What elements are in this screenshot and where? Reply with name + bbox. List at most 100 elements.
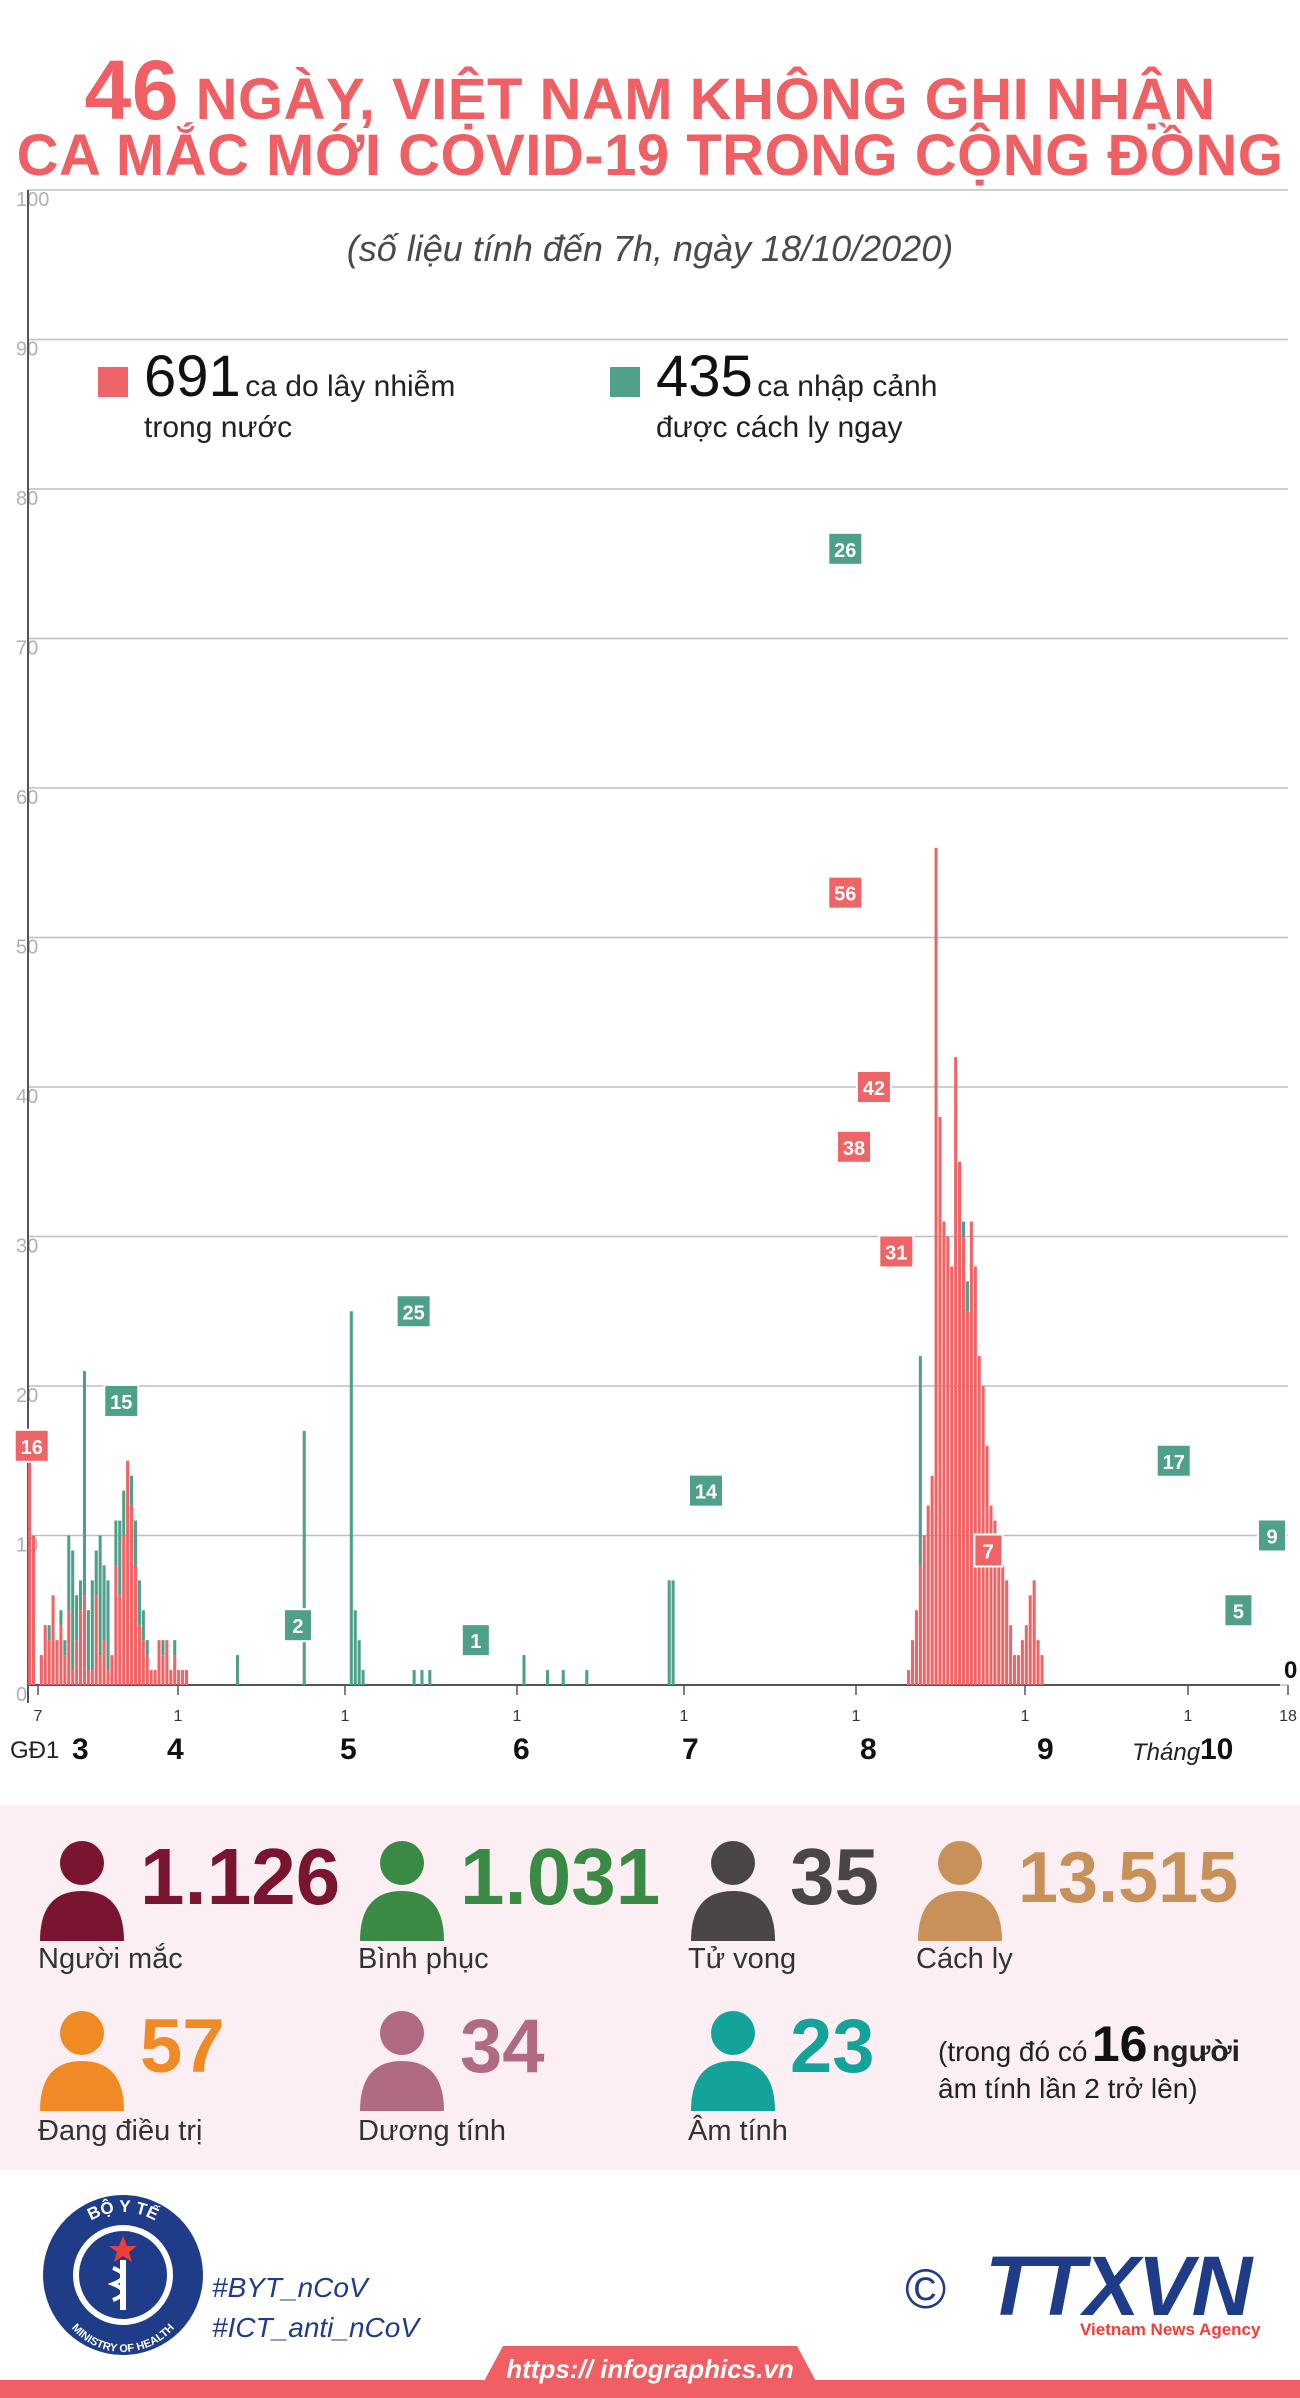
bar-domestic (989, 1505, 993, 1685)
bar-domestic (153, 1670, 157, 1685)
bar-domestic (181, 1670, 185, 1685)
bar-imported (349, 1311, 353, 1685)
website-link[interactable]: https:// infographics.vn (506, 2354, 794, 2384)
annotation-box-14 (1257, 1518, 1287, 1553)
bar-imported (133, 1520, 138, 1566)
bar-domestic (961, 1236, 966, 1685)
bar-domestic (137, 1625, 141, 1685)
annotation-label-1: 15 (110, 1392, 132, 1414)
bar-domestic (1020, 1640, 1024, 1685)
bar-imported (141, 1610, 145, 1641)
bar-domestic (79, 1610, 83, 1685)
bar-imported (75, 1595, 79, 1641)
hashtag-byt[interactable]: #BYT_nCoV (212, 2272, 368, 2303)
legend-imported-swatch (610, 367, 640, 397)
subtitle: (số liệu tính đến 7h, ngày 18/10/2020) (346, 228, 954, 269)
stat-positive-label: Dương tính (358, 2115, 507, 2147)
bar-domestic (102, 1640, 106, 1685)
page-title-line2: CA MẮC MỚI COVID-19 TRONG CỘNG ĐỒNG (16, 123, 1284, 188)
bar-domestic (918, 1565, 922, 1685)
stat-quarantine: 13.515 (1018, 1837, 1238, 1919)
bar-imported (82, 1371, 87, 1596)
bar-domestic (47, 1640, 51, 1685)
stat-positive-number: 34 (460, 2004, 545, 2089)
bar-domestic (59, 1625, 63, 1685)
bar-domestic (1012, 1655, 1017, 1685)
note-number: 16 (1091, 2016, 1148, 2072)
bar-domestic (938, 1116, 942, 1685)
legend-imported-label2: được cách ly ngay (656, 411, 903, 444)
bar-imported (235, 1655, 240, 1685)
bar-domestic (910, 1640, 915, 1685)
bar-domestic (1009, 1625, 1013, 1685)
month-label-10: 10 (1200, 1733, 1234, 1766)
bar-domestic (126, 1460, 130, 1685)
bar-domestic (94, 1595, 98, 1685)
bar-domestic (75, 1640, 79, 1685)
bar-imported (71, 1550, 75, 1671)
annotation-box-5 (687, 1473, 724, 1508)
bar-imported (667, 1580, 671, 1685)
bar-domestic (122, 1535, 126, 1685)
bar-imported (428, 1670, 432, 1685)
annotation-label-6: 26 (834, 540, 856, 562)
cases-chart: 0102030405060708090100711111111816152251… (13, 189, 1297, 1725)
bar-domestic (145, 1655, 149, 1685)
bar-domestic (71, 1670, 75, 1685)
bar-imported (118, 1520, 122, 1596)
bar-domestic (98, 1655, 102, 1685)
stat-treating-number: 57 (140, 2004, 225, 2089)
bar-imported (79, 1580, 83, 1611)
stat-recovered: 1.031 (460, 1831, 660, 1923)
bar-domestic (1028, 1595, 1032, 1685)
stat-treating-label: Đang điều trị (38, 2115, 203, 2147)
x-tick-label-2: 1 (341, 1708, 350, 1725)
annotation-label-12: 17 (1163, 1452, 1185, 1474)
bar-imported (63, 1640, 67, 1656)
bar-domestic (973, 1266, 977, 1685)
legend-imported-number: 435 (656, 344, 753, 409)
legend-domestic: 691 ca do lây nhiễm trong nước (98, 345, 455, 447)
bar-domestic (157, 1640, 161, 1685)
x-tick-label-3: 1 (513, 1708, 522, 1725)
bar-domestic (133, 1565, 138, 1685)
bar-imported (353, 1610, 357, 1685)
person-icon-negative (691, 2011, 775, 2111)
stat-quarantine-label: Cách ly (916, 1943, 1013, 1975)
annotation-label-0: 16 (21, 1437, 43, 1459)
annotation-label-10: 31 (885, 1242, 907, 1264)
bar-domestic (114, 1565, 118, 1685)
month-prefix: Tháng (1132, 1739, 1201, 1766)
bar-domestic (149, 1670, 153, 1685)
stat-recovered-label: Bình phục (358, 1943, 489, 1975)
x-tick-label-6: 1 (1021, 1708, 1030, 1725)
x-tick-label-5: 1 (852, 1708, 861, 1725)
bar-domestic (997, 1550, 1001, 1685)
bar-imported (302, 1430, 306, 1685)
legend-domestic-label1: ca do lây nhiễm (245, 370, 456, 403)
bar-imported (114, 1520, 118, 1566)
bar-imported (98, 1535, 102, 1656)
stat-infected: 1.126 (140, 1831, 340, 1923)
month-labels: GĐ1 3 4 5 6 7 8 9 Tháng 10 (0, 1733, 1300, 1775)
negative-note: (trong đó có 16 người âm tính lần 2 trở … (938, 2015, 1240, 2105)
legend-domestic-number: 691 (144, 344, 241, 409)
annotation-label-4: 1 (470, 1631, 481, 1653)
bar-imported (965, 1281, 969, 1312)
annotation-box-4 (460, 1623, 491, 1658)
bar-imported (106, 1580, 110, 1671)
title-number: 46 (84, 43, 179, 137)
bar-domestic (1036, 1640, 1040, 1685)
hashtag-ict[interactable]: #ICT_anti_nCoV (212, 2312, 420, 2343)
month-label-3: 3 (72, 1733, 89, 1766)
annotation-label-15: 0 (1284, 1657, 1297, 1684)
annotation-label-2: 2 (292, 1616, 303, 1638)
legend-imported: 435 ca nhập cảnh được cách ly ngay (610, 345, 937, 447)
bar-domestic (922, 1535, 926, 1685)
bar-domestic (914, 1610, 918, 1685)
bar-domestic (950, 1266, 954, 1685)
bar-domestic (161, 1655, 165, 1685)
annotation-label-13: 5 (1233, 1601, 1244, 1623)
y-tick-label-100: 100 (16, 189, 49, 211)
x-tick-label-7: 1 (1184, 1708, 1193, 1725)
